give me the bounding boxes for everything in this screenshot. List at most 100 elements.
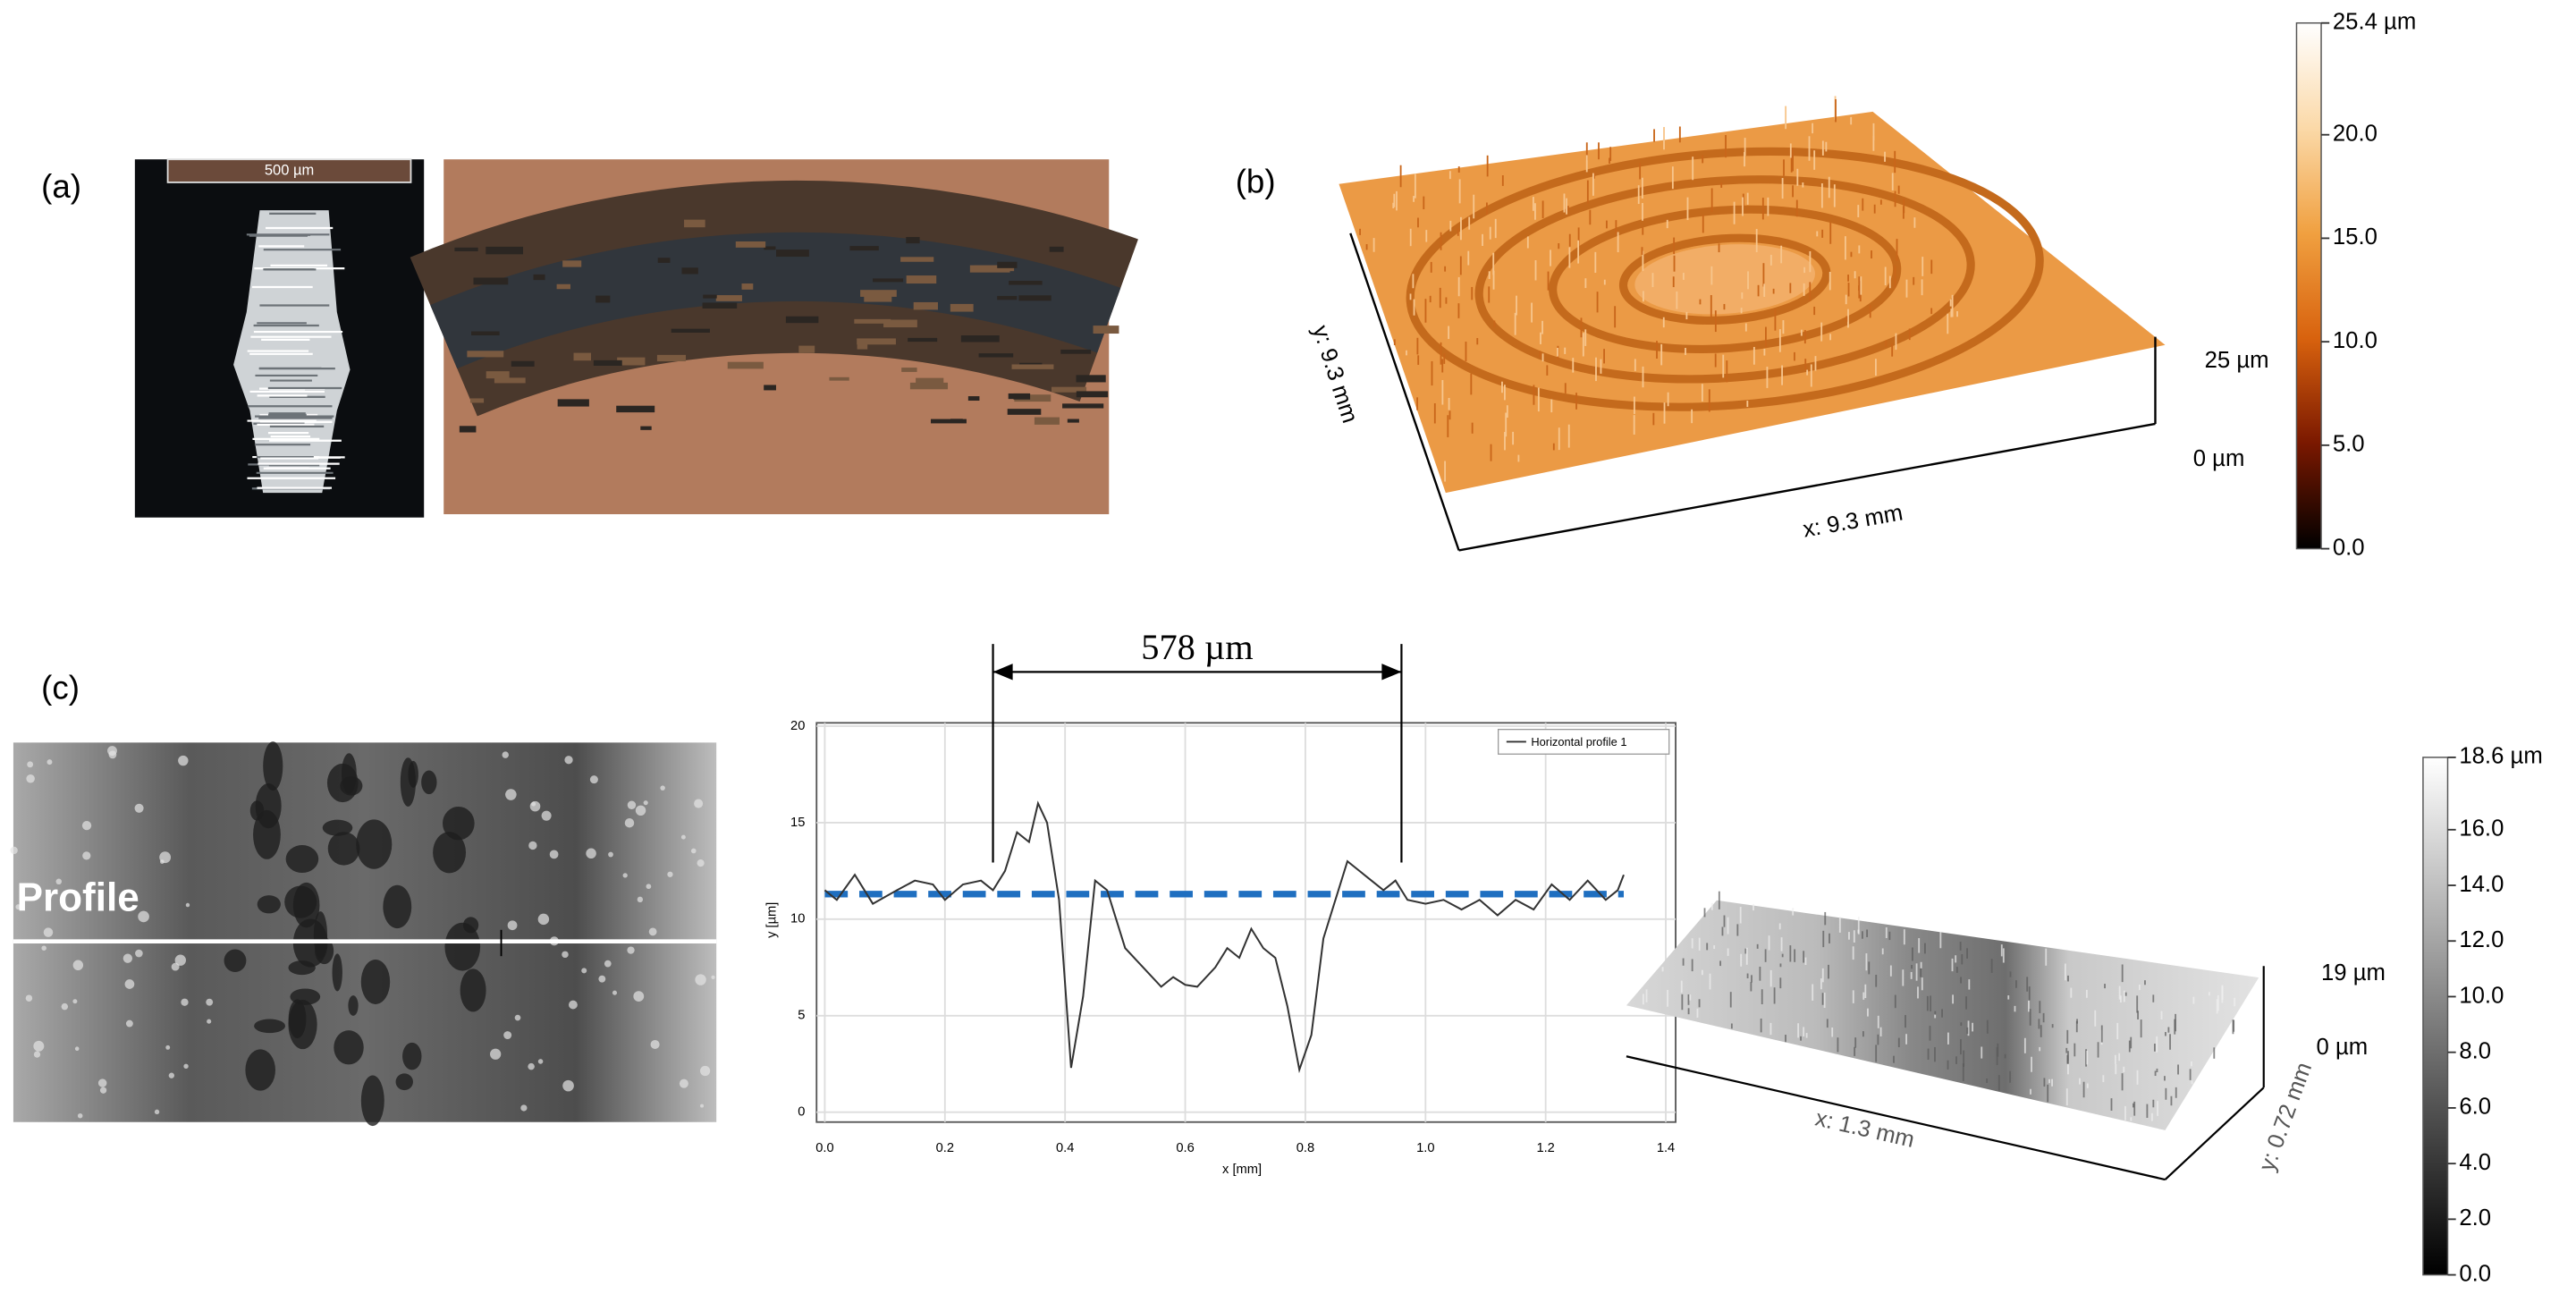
debris — [533, 274, 545, 281]
debris — [849, 246, 879, 251]
debris — [1009, 281, 1043, 285]
x-tick-label: 0.4 — [1056, 1141, 1074, 1155]
speckle — [624, 817, 635, 828]
debris — [469, 398, 485, 403]
speckle — [589, 775, 598, 784]
pit — [255, 783, 282, 829]
debris — [1013, 393, 1031, 400]
colorbar-tick-label: 4.0 — [2459, 1150, 2491, 1175]
axis-label: x: 1.3 mm — [1812, 1105, 1916, 1153]
debris — [593, 359, 622, 366]
pit — [327, 832, 360, 866]
debris — [974, 265, 1015, 272]
pit — [332, 953, 342, 992]
speckle — [604, 960, 612, 968]
debris — [857, 342, 868, 350]
pit — [224, 949, 247, 972]
axis-line — [1458, 422, 2156, 552]
wear-track-core — [430, 232, 1121, 369]
x-tick-label: 1.0 — [1416, 1141, 1434, 1155]
speckle — [122, 953, 133, 963]
debris — [908, 337, 938, 343]
surface-ring — [1474, 175, 1975, 384]
speckle — [135, 949, 143, 958]
colorbar-tick-label: 6.0 — [2459, 1095, 2491, 1120]
colorbar-tick-label: 16.0 — [2459, 816, 2504, 842]
colorbar-tick-label: 25.4 µm — [2333, 10, 2416, 35]
debris — [864, 296, 892, 302]
speckle — [637, 896, 644, 902]
speckle — [660, 785, 665, 791]
z-tick-label: 19 µm — [2321, 960, 2386, 985]
debris — [573, 352, 592, 361]
debris — [1062, 403, 1104, 409]
debris — [997, 261, 1018, 268]
speckle — [178, 755, 189, 766]
speckle — [74, 1046, 80, 1051]
pit — [334, 1030, 364, 1065]
speckle — [503, 1031, 512, 1040]
pit — [254, 1019, 286, 1034]
speckle — [695, 974, 706, 985]
speckle — [27, 761, 34, 768]
speckle — [711, 975, 715, 979]
speckle — [608, 851, 613, 858]
debris — [556, 283, 570, 290]
debris — [967, 396, 980, 402]
colorbar-tick-label: 10.0 — [2333, 328, 2378, 353]
axis-line — [2164, 1087, 2265, 1180]
speckle — [581, 968, 587, 974]
speckle — [528, 1062, 535, 1070]
debris — [1034, 417, 1060, 425]
speckle — [667, 871, 673, 877]
speckle — [549, 850, 559, 859]
speckle — [537, 1059, 544, 1064]
speckle — [15, 904, 21, 910]
x-axis-label: x [mm] — [1222, 1163, 1262, 1177]
speckle — [541, 810, 552, 821]
debris — [913, 301, 938, 310]
pit — [315, 937, 334, 965]
colorbar-tick-label: 12.0 — [2459, 927, 2504, 952]
speckle — [697, 859, 705, 867]
speckle — [514, 1014, 521, 1021]
speckle — [25, 994, 33, 1002]
debris — [562, 260, 582, 267]
pit — [421, 770, 437, 795]
debris — [960, 335, 1000, 343]
x-tick-label: 0.6 — [1176, 1141, 1194, 1155]
pit — [462, 917, 479, 934]
pit — [284, 885, 317, 918]
x-tick-label: 1.2 — [1536, 1141, 1554, 1155]
debris — [900, 257, 934, 262]
debris — [1076, 391, 1109, 398]
colorbar-tick-label: 0.0 — [2333, 535, 2365, 560]
debris — [1049, 246, 1064, 252]
debris — [473, 277, 509, 285]
debris — [776, 250, 809, 258]
colorbar-tick-label: 0.0 — [2459, 1261, 2491, 1286]
debris — [909, 382, 949, 390]
debris — [950, 303, 974, 312]
y-tick-label: 20 — [790, 719, 805, 733]
speckle — [648, 927, 657, 936]
speckle — [138, 910, 149, 923]
debris — [735, 241, 766, 248]
speckle — [77, 1112, 83, 1119]
debris — [595, 295, 611, 303]
speckle — [165, 1045, 171, 1050]
debris — [901, 368, 917, 372]
debris — [454, 247, 478, 251]
speckle — [207, 1019, 212, 1024]
scale-bar-label: 500 µm — [265, 161, 314, 178]
speckle — [537, 913, 550, 926]
speckle — [520, 1104, 528, 1112]
speckle — [72, 999, 78, 1004]
pit — [285, 845, 319, 874]
debris — [471, 331, 500, 335]
plot-frame — [815, 722, 1677, 1123]
debris — [486, 246, 524, 255]
colorbar-tick-label: 10.0 — [2459, 983, 2504, 1008]
